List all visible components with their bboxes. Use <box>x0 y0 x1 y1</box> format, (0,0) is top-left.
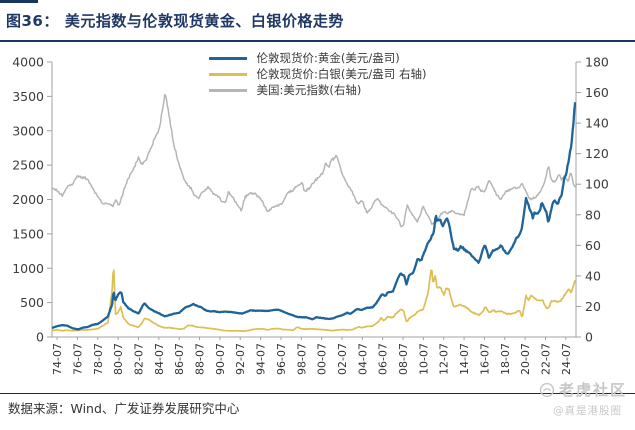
x-axis-tick-label: 78-07 <box>92 343 105 375</box>
legend-label: 伦敦现货价:黄金(美元/盎司) <box>256 51 400 65</box>
legend-label: 美国:美元指数(右轴) <box>256 83 362 97</box>
x-axis-tick-label: 76-07 <box>71 343 84 375</box>
x-axis-tick-label: 84-07 <box>153 343 166 375</box>
x-axis-tick-label: 90-07 <box>214 343 227 375</box>
watermark-top: 老虎社区 <box>539 379 627 400</box>
chart-legend: 伦敦现货价:黄金(美元/盎司) 伦敦现货价:白银(美元/盎司 右轴) 美国:美元指数… <box>208 50 427 98</box>
x-axis-tick-label: 96-07 <box>275 343 288 375</box>
right-axis-tick-label: 120 <box>585 146 609 161</box>
legend-item-0: 伦敦现货价:黄金(美元/盎司) <box>208 50 400 66</box>
left-axis-tick-label: 500 <box>20 295 44 310</box>
figure-title-row: 图36： 美元指数与伦敦现货黄金、白银价格走势 <box>6 10 626 31</box>
x-axis-tick-label: 16-07 <box>478 343 491 375</box>
x-axis-tick-label: 14-07 <box>458 343 471 375</box>
x-axis-tick-label: 18-07 <box>499 343 512 375</box>
source-divider <box>0 393 635 394</box>
right-axis-tick-label: 0 <box>585 330 593 345</box>
right-axis-tick-label: 60 <box>585 238 601 253</box>
x-axis-tick-label: 98-07 <box>295 343 308 375</box>
x-axis-tick-label: 86-07 <box>173 343 186 375</box>
legend-line-swatch <box>208 72 247 76</box>
right-axis-tick-label: 180 <box>585 55 609 70</box>
left-axis-tick-label: 4000 <box>12 55 44 70</box>
right-axis-tick-label: 100 <box>585 177 609 192</box>
x-axis-tick-label: 82-07 <box>132 343 145 375</box>
silver-series-line <box>52 269 576 333</box>
tiger-logo-icon <box>539 382 555 397</box>
right-axis-tick-label: 40 <box>585 268 601 283</box>
left-axis-tick-label: 1000 <box>12 261 44 276</box>
x-axis-tick-label: 24-07 <box>560 343 573 375</box>
watermark-handle: @真是港股圈 <box>552 405 622 417</box>
x-axis-tick-label: 06-07 <box>377 343 390 375</box>
right-axis-tick-label: 20 <box>585 299 601 314</box>
left-axis-tick-label: 2000 <box>12 192 44 207</box>
right-axis-tick-label: 160 <box>585 85 609 100</box>
figure-label: 图36： <box>6 12 59 30</box>
left-axis-tick-label: 0 <box>36 330 44 345</box>
gold-series-line <box>52 102 576 331</box>
x-axis-tick-label: 04-07 <box>356 343 369 375</box>
data-source-text: 数据来源：Wind、广发证券发展研究中心 <box>8 401 240 416</box>
legend-item-1: 伦敦现货价:白银(美元/盎司 右轴) <box>208 66 427 82</box>
x-axis-tick-label: 12-07 <box>438 343 451 375</box>
left-axis-tick-label: 1500 <box>12 226 44 241</box>
right-axis-tick-label: 140 <box>585 116 609 131</box>
x-axis-tick-label: 94-07 <box>255 343 268 375</box>
right-axis-tick-label: 80 <box>585 207 601 222</box>
title-divider <box>0 40 635 42</box>
x-axis-tick-label: 20-07 <box>519 343 532 375</box>
legend-label: 伦敦现货价:白银(美元/盎司 右轴) <box>256 67 427 81</box>
x-axis-tick-label: 88-07 <box>194 343 207 375</box>
left-axis-tick-label: 3000 <box>12 123 44 138</box>
usd-index-series-line <box>52 93 576 228</box>
legend-line-swatch <box>208 88 247 92</box>
x-axis-tick-label: 92-07 <box>234 343 247 375</box>
x-axis-tick-label: 74-07 <box>51 343 64 375</box>
x-axis-tick-label: 02-07 <box>336 343 349 375</box>
left-axis-tick-label: 3500 <box>12 89 44 104</box>
x-axis-tick-label: 22-07 <box>539 343 552 375</box>
data-source: 数据来源：Wind、广发证券发展研究中心 <box>8 398 239 417</box>
x-axis-tick-label: 00-07 <box>316 343 329 375</box>
x-axis-tick-label: 80-07 <box>112 343 125 375</box>
watermark: 老虎社区 @真是港股圈 <box>539 379 627 418</box>
top-accent-bar <box>0 0 38 3</box>
left-axis-tick-label: 2500 <box>12 158 44 173</box>
x-axis-tick-label: 08-07 <box>397 343 410 375</box>
legend-line-swatch <box>208 56 247 60</box>
x-axis-tick-label: 10-07 <box>417 343 430 375</box>
legend-item-2: 美国:美元指数(右轴) <box>208 82 362 98</box>
figure-title: 美元指数与伦敦现货黄金、白银价格走势 <box>64 12 344 30</box>
watermark-brand: 老虎社区 <box>558 381 627 399</box>
